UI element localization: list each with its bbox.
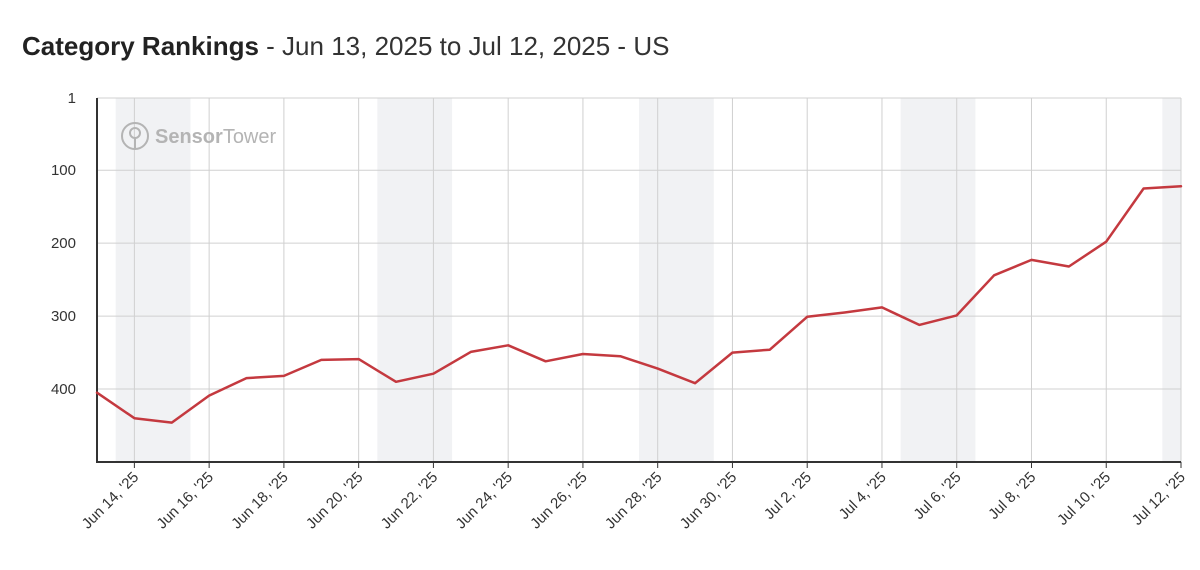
title-rest: - Jun 13, 2025 to Jul 12, 2025 - US bbox=[258, 31, 670, 61]
y-tick-label: 1 bbox=[68, 90, 76, 107]
y-tick-label: 200 bbox=[51, 235, 76, 252]
x-tick-labels: Jun 14, '25 Jun 16, '25 Jun 18, '25 Jun 20,… bbox=[79, 462, 1189, 532]
x-tick-label: Jun 14, '25 bbox=[79, 469, 143, 533]
title-strong: Category Rankings bbox=[22, 31, 259, 61]
x-tick-label: Jul 8, '25 bbox=[985, 469, 1039, 523]
x-tick-label: Jun 24, '25 bbox=[452, 469, 516, 533]
x-tick-label: Jun 22, '25 bbox=[378, 469, 442, 533]
weekend-band-5 bbox=[1162, 98, 1181, 462]
x-tick-label: Jun 28, '25 bbox=[602, 469, 666, 533]
series-layer bbox=[95, 185, 1183, 424]
page-title: Category Rankings - Jun 13, 2025 to Jul … bbox=[22, 31, 669, 62]
x-tick-label: Jun 20, '25 bbox=[303, 469, 367, 533]
x-tick-label: Jun 16, '25 bbox=[153, 469, 217, 533]
x-tick-label: Jul 10, '25 bbox=[1054, 469, 1114, 529]
x-tick-label: Jun 18, '25 bbox=[228, 469, 292, 533]
series-line-1 bbox=[95, 185, 1183, 424]
y-tick-label: 100 bbox=[51, 162, 76, 179]
grid-lines bbox=[97, 97, 1182, 462]
x-tick-label: Jun 26, '25 bbox=[527, 469, 591, 533]
x-tick-label: Jul 12, '25 bbox=[1129, 469, 1189, 529]
weekend-band-4 bbox=[900, 98, 976, 462]
y-tick-labels: 1 100 200 300 400 bbox=[51, 90, 76, 398]
watermark: SensorTower bbox=[121, 122, 277, 150]
weekend-band-1 bbox=[115, 98, 191, 462]
watermark-brand-bold: Sensor bbox=[155, 126, 223, 148]
x-tick-label: Jul 4, '25 bbox=[836, 469, 890, 523]
watermark-text: SensorTower bbox=[155, 126, 277, 148]
weekend-band-2 bbox=[377, 98, 453, 462]
y-tick-label: 300 bbox=[51, 308, 76, 325]
sensor-tower-logo-icon bbox=[121, 122, 149, 150]
x-tick-label: Jul 6, '25 bbox=[910, 469, 964, 523]
weekend-band-3 bbox=[639, 98, 714, 462]
watermark-brand-light: Tower bbox=[223, 126, 277, 148]
axes bbox=[96, 98, 1181, 463]
y-tick-label: 400 bbox=[51, 381, 76, 398]
x-tick-label: Jun 30, '25 bbox=[677, 469, 741, 533]
weekend-bands bbox=[115, 98, 1181, 462]
x-tick-label: Jul 2, '25 bbox=[761, 469, 815, 523]
